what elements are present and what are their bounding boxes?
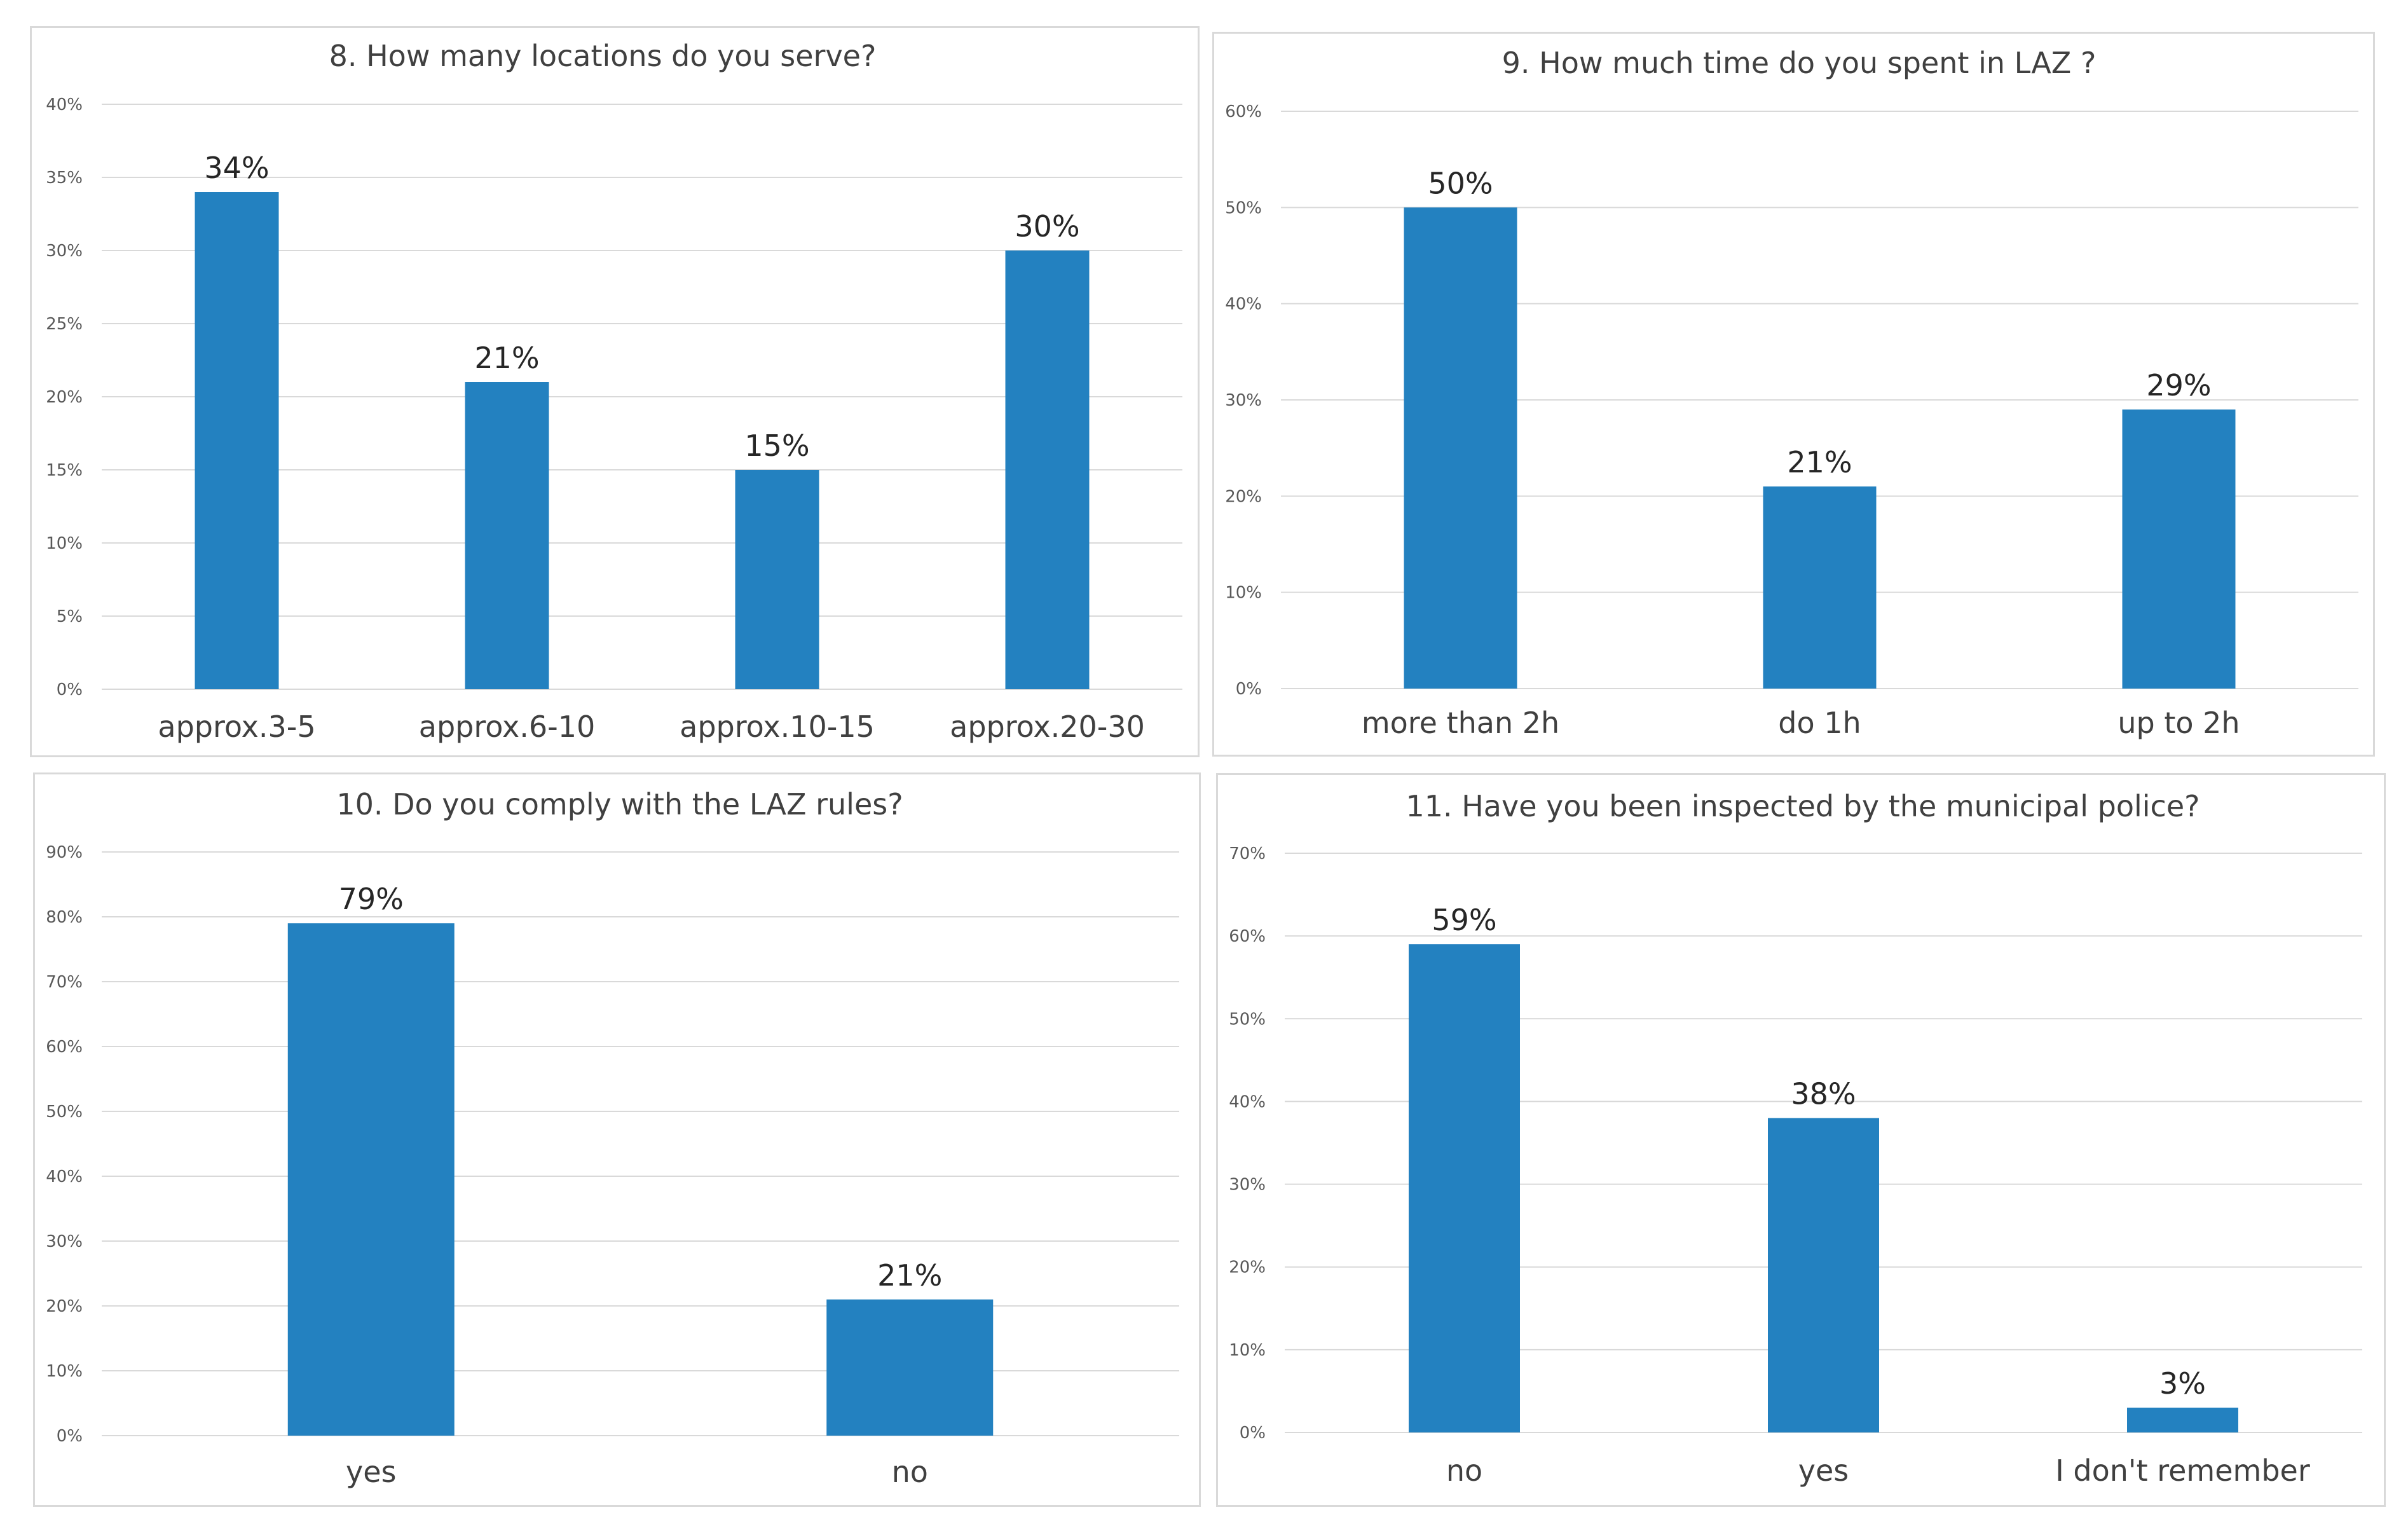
y-tick-label: 40%: [46, 1167, 83, 1186]
y-tick-label: 0%: [57, 1427, 83, 1446]
data-label: 15%: [744, 429, 809, 463]
category-label: more than 2h: [1362, 706, 1559, 740]
y-tick-label: 30%: [1229, 1176, 1266, 1195]
y-tick-label: 0%: [57, 680, 83, 699]
bar-locations: [195, 192, 279, 689]
y-tick-label: 40%: [1225, 295, 1262, 314]
category-label: I don't remember: [2055, 1453, 2310, 1488]
y-tick-label: 40%: [46, 95, 83, 114]
chart-panel-comply-rules: 10. Do you comply with the LAZ rules? 0% 1…: [33, 772, 1201, 1507]
data-label: 30%: [1015, 209, 1079, 244]
y-tick-label: 70%: [1229, 844, 1266, 863]
category-label: yes: [1798, 1453, 1849, 1488]
y-tick-label: 40%: [1229, 1092, 1266, 1111]
y-tick-label: 10%: [1225, 584, 1262, 603]
bar-comply-rules: [287, 923, 455, 1436]
chart-panel-time-spent: 9. How much time do you spent in LAZ ? 0%…: [1212, 32, 2375, 757]
data-label: 21%: [877, 1258, 942, 1293]
y-tick-label: 10%: [46, 534, 83, 553]
y-tick-label: 20%: [1225, 487, 1262, 506]
y-tick-label: 60%: [1229, 927, 1266, 946]
y-tick-label: 50%: [1229, 1010, 1266, 1029]
chart-panel-locations: 8. How many locations do you serve? 0% 5% 1…: [30, 26, 1200, 757]
data-label: 34%: [204, 151, 269, 185]
y-tick-label: 5%: [57, 607, 83, 626]
y-tick-label: 25%: [46, 315, 83, 334]
y-tick-label: 20%: [1229, 1258, 1266, 1277]
bar-inspected: [2127, 1407, 2238, 1432]
bar-locations: [1005, 251, 1090, 689]
y-tick-label: 30%: [46, 1232, 83, 1251]
y-tick-label: 60%: [1225, 102, 1262, 121]
category-label: up to 2h: [2117, 706, 2240, 740]
y-tick-label: 30%: [1225, 391, 1262, 410]
category-label: approx.6-10: [419, 710, 595, 744]
y-tick-label: 10%: [1229, 1341, 1266, 1360]
y-tick-label: 0%: [1236, 680, 1262, 699]
y-tick-label: 80%: [46, 908, 83, 927]
bar-inspected: [1409, 944, 1520, 1432]
y-tick-label: 50%: [1225, 198, 1262, 217]
bar-comply-rules: [826, 1299, 994, 1436]
chart-svg-locations: 8. How many locations do you serve? 0% 5% 1…: [46, 39, 1182, 744]
data-label: 59%: [1432, 903, 1496, 937]
y-tick-label: 90%: [46, 843, 83, 862]
bar-locations: [735, 470, 819, 689]
data-label: 38%: [1791, 1076, 1856, 1111]
y-tick-label: 50%: [46, 1102, 83, 1122]
category-label: approx.20-30: [950, 710, 1145, 744]
bar-inspected: [1768, 1118, 1879, 1432]
chart-svg-inspected: 11. Have you been inspected by the munic…: [1229, 789, 2362, 1488]
y-tick-label: 10%: [46, 1362, 83, 1381]
data-label: 79%: [339, 882, 404, 916]
chart-title: 11. Have you been inspected by the munic…: [1406, 789, 2199, 823]
chart-svg-time-spent: 9. How much time do you spent in LAZ ? 0%…: [1225, 46, 2358, 740]
y-tick-label: 0%: [1240, 1424, 1266, 1443]
category-label: no: [1446, 1453, 1482, 1488]
category-label: do 1h: [1778, 706, 1861, 740]
bar-time-spent: [2122, 409, 2236, 689]
data-label: 29%: [2146, 368, 2211, 402]
chart-panel-inspected: 11. Have you been inspected by the munic…: [1216, 773, 2386, 1507]
bar-time-spent: [1763, 486, 1877, 689]
category-label: yes: [346, 1455, 397, 1489]
chart-title: 10. Do you comply with the LAZ rules?: [336, 787, 903, 821]
y-tick-label: 20%: [46, 388, 83, 407]
chart-title: 9. How much time do you spent in LAZ ?: [1502, 46, 2097, 80]
data-label: 21%: [1787, 445, 1852, 479]
chart-svg-comply-rules: 10. Do you comply with the LAZ rules? 0% 1…: [46, 787, 1179, 1489]
category-label: approx.3-5: [158, 710, 315, 744]
chart-title: 8. How many locations do you serve?: [329, 39, 877, 73]
y-tick-label: 15%: [46, 461, 83, 480]
data-label: 50%: [1428, 166, 1493, 200]
bar-locations: [465, 382, 549, 689]
y-tick-label: 30%: [46, 242, 83, 261]
category-label: approx.10-15: [680, 710, 875, 744]
data-label: 3%: [2159, 1366, 2206, 1401]
y-tick-label: 35%: [46, 168, 83, 188]
category-label: no: [892, 1455, 928, 1489]
bar-time-spent: [1404, 207, 1517, 689]
y-tick-label: 20%: [46, 1297, 83, 1316]
data-label: 21%: [474, 341, 539, 375]
y-tick-label: 60%: [46, 1038, 83, 1057]
y-tick-label: 70%: [46, 973, 83, 992]
